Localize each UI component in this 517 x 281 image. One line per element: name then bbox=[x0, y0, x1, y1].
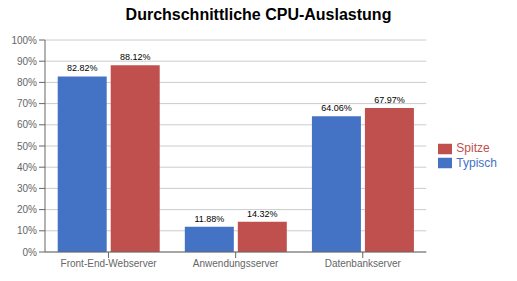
svg-text:10%: 10% bbox=[17, 225, 37, 236]
svg-text:0%: 0% bbox=[23, 247, 38, 258]
svg-text:80%: 80% bbox=[17, 77, 37, 88]
svg-text:90%: 90% bbox=[17, 56, 37, 67]
svg-text:100%: 100% bbox=[11, 35, 37, 46]
svg-text:67.97%: 67.97% bbox=[374, 95, 405, 105]
html-text:Typisch: Typisch bbox=[456, 155, 497, 170]
html-text:Spitze: Spitze bbox=[456, 140, 490, 155]
svg-text:60%: 60% bbox=[17, 119, 37, 130]
svg-text:70%: 70% bbox=[17, 98, 37, 109]
svg-text:Datenbankserver: Datenbankserver bbox=[325, 258, 402, 269]
html-text:Durchschnittliche CPU-Auslastu: Durchschnittliche CPU-Auslastung bbox=[125, 6, 392, 23]
svg-text:30%: 30% bbox=[17, 183, 37, 194]
svg-text:82.82%: 82.82% bbox=[67, 63, 98, 73]
svg-text:20%: 20% bbox=[17, 204, 37, 215]
svg-text:14.32%: 14.32% bbox=[247, 209, 278, 219]
svg-text:40%: 40% bbox=[17, 162, 37, 173]
svg-text:Anwendungsserver: Anwendungsserver bbox=[193, 258, 279, 269]
svg-text:50%: 50% bbox=[17, 141, 37, 152]
svg-text:88.12%: 88.12% bbox=[120, 52, 151, 62]
svg-text:Front-End-Webserver: Front-End-Webserver bbox=[61, 258, 158, 269]
svg-text:11.88%: 11.88% bbox=[194, 214, 224, 224]
svg-text:64.06%: 64.06% bbox=[321, 103, 352, 113]
